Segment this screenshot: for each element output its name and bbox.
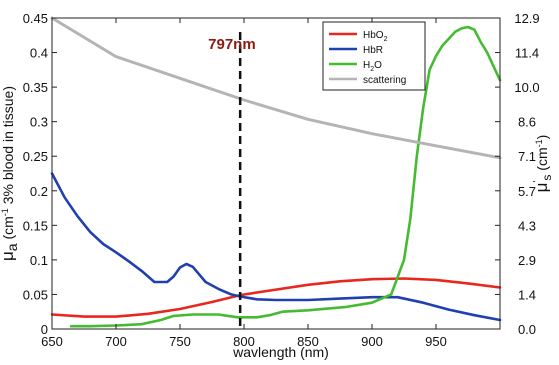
legend-label-hbr: HbR bbox=[363, 45, 383, 56]
legend-label-h2o: H2O bbox=[363, 60, 382, 73]
x-tick-label: 850 bbox=[297, 334, 319, 349]
legend-label-hbo2: HbO2 bbox=[363, 30, 388, 43]
plot-frame bbox=[51, 17, 501, 330]
y-tick-label: 0.35 bbox=[23, 80, 48, 95]
y2-tick-label: 1.4 bbox=[518, 287, 536, 302]
y2-tick-label: 12.9 bbox=[514, 11, 539, 26]
annotation-layer: 797nm bbox=[208, 32, 256, 329]
y-tick-label: 0.15 bbox=[23, 218, 48, 233]
y-tick-label: 0.3 bbox=[30, 115, 48, 130]
y2-tick-label: 2.9 bbox=[518, 253, 536, 268]
ticks-layer: 650 700 750 800 850 900 950 0 0.05 0.1 0.15 0.2 0.25… bbox=[23, 11, 540, 349]
series-layer bbox=[50, 16, 502, 328]
y-tick-label: 0.4 bbox=[30, 46, 48, 61]
wavelength-marker-label: 797nm bbox=[208, 36, 256, 53]
axis-titles: wavlength (nm) μa (cm-1 3% blood in tissu… bbox=[0, 86, 554, 360]
y-tick-label: 0 bbox=[41, 322, 48, 337]
y-tick-label: 0.1 bbox=[30, 253, 48, 268]
x-tick-label: 750 bbox=[169, 334, 191, 349]
y-tick-label: 0.25 bbox=[23, 149, 48, 164]
x-tick-label: 700 bbox=[105, 334, 127, 349]
plot-border bbox=[51, 17, 501, 330]
series-line-h2o bbox=[69, 25, 502, 328]
x-tick-label: 950 bbox=[425, 334, 447, 349]
legend-label-scattering: scattering bbox=[363, 75, 406, 86]
series-line-scattering bbox=[50, 16, 502, 160]
y-tick-label: 0.45 bbox=[23, 11, 48, 26]
x-tick-label: 650 bbox=[41, 334, 63, 349]
x-tick-label: 800 bbox=[233, 334, 255, 349]
x-axis-title: wavlength (nm) bbox=[232, 344, 329, 360]
series-line-hbo2 bbox=[50, 277, 502, 318]
y2-axis-title: μ's (cm-1) bbox=[532, 135, 554, 193]
y-axis-title: μa (cm-1 3% blood in tissue) bbox=[0, 86, 20, 261]
y2-tick-label: 4.3 bbox=[518, 218, 536, 233]
legend: HbO2 HbR H2O scattering bbox=[322, 21, 426, 91]
y2-tick-label: 7.1 bbox=[518, 149, 536, 164]
y-tick-label: 0.05 bbox=[23, 287, 48, 302]
y2-tick-label: 5.7 bbox=[518, 184, 536, 199]
x-tick-label: 900 bbox=[361, 334, 383, 349]
y2-tick-label: 11.4 bbox=[515, 46, 539, 61]
y2-tick-label: 8.6 bbox=[518, 115, 536, 130]
y2-tick-label: 0.0 bbox=[518, 322, 536, 337]
y-tick-label: 0.2 bbox=[30, 184, 48, 199]
y2-tick-label: 10.0 bbox=[514, 80, 539, 95]
series-line-hbr bbox=[50, 172, 502, 322]
